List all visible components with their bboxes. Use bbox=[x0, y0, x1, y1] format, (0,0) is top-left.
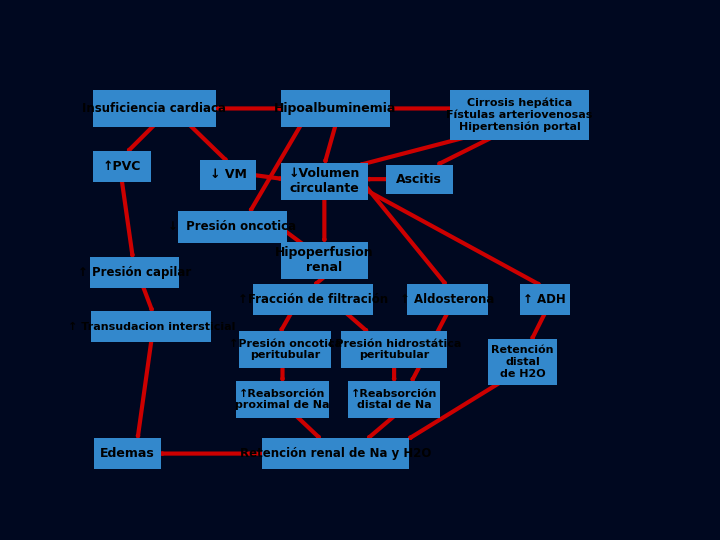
Text: Hipoperfusion
renal: Hipoperfusion renal bbox=[275, 246, 374, 274]
FancyBboxPatch shape bbox=[281, 90, 390, 127]
Text: ↓Volumen
circulante: ↓Volumen circulante bbox=[289, 167, 360, 195]
Text: ↑Reabsorción
proximal de Na: ↑Reabsorción proximal de Na bbox=[235, 389, 330, 410]
FancyBboxPatch shape bbox=[253, 284, 373, 315]
FancyBboxPatch shape bbox=[386, 165, 453, 194]
Text: Edemas: Edemas bbox=[100, 447, 155, 460]
FancyBboxPatch shape bbox=[178, 211, 287, 242]
Text: ↑ ADH: ↑ ADH bbox=[523, 293, 566, 306]
FancyBboxPatch shape bbox=[281, 163, 368, 200]
Text: ↑ Transudacion intersticial: ↑ Transudacion intersticial bbox=[68, 322, 235, 332]
Text: ↑ Presión capilar: ↑ Presión capilar bbox=[78, 266, 192, 279]
Text: ↑ Aldosterona: ↑ Aldosterona bbox=[400, 293, 495, 306]
FancyBboxPatch shape bbox=[92, 151, 151, 183]
FancyBboxPatch shape bbox=[348, 381, 440, 418]
Text: ↑Reabsorción
distal de Na: ↑Reabsorción distal de Na bbox=[351, 389, 437, 410]
Text: ↓Presión hidrostática
peritubular: ↓Presión hidrostática peritubular bbox=[326, 339, 462, 360]
Text: Ascitis: Ascitis bbox=[396, 173, 442, 186]
FancyBboxPatch shape bbox=[450, 90, 590, 140]
Text: ↑PVC: ↑PVC bbox=[103, 160, 141, 173]
Text: Retención
distal
de H2O: Retención distal de H2O bbox=[491, 346, 554, 379]
Text: ↓  Presión oncotica: ↓ Presión oncotica bbox=[168, 220, 297, 233]
FancyBboxPatch shape bbox=[520, 284, 570, 315]
FancyBboxPatch shape bbox=[341, 331, 447, 368]
FancyBboxPatch shape bbox=[487, 339, 557, 385]
Text: ↓ VM: ↓ VM bbox=[210, 168, 247, 181]
Text: ↑Fracción de filtración: ↑Fracción de filtración bbox=[238, 293, 388, 306]
FancyBboxPatch shape bbox=[236, 381, 328, 418]
Text: Retención renal de Na y H2O: Retención renal de Na y H2O bbox=[240, 447, 431, 460]
FancyBboxPatch shape bbox=[407, 284, 487, 315]
FancyBboxPatch shape bbox=[90, 257, 179, 288]
FancyBboxPatch shape bbox=[94, 438, 161, 469]
Text: Insuficiencia cardiaca: Insuficiencia cardiaca bbox=[82, 102, 226, 115]
FancyBboxPatch shape bbox=[93, 90, 215, 127]
FancyBboxPatch shape bbox=[261, 438, 410, 469]
FancyBboxPatch shape bbox=[91, 311, 212, 342]
Text: Hipoalbuminemia: Hipoalbuminemia bbox=[274, 102, 397, 115]
FancyBboxPatch shape bbox=[200, 160, 256, 190]
Text: ↑Presión oncotica
peritubular: ↑Presión oncotica peritubular bbox=[229, 339, 342, 360]
Text: Cirrosis hepática
Fístulas arteriovenosas
Hipertensión portal: Cirrosis hepática Fístulas arteriovenosa… bbox=[446, 98, 593, 132]
FancyBboxPatch shape bbox=[281, 241, 368, 279]
FancyBboxPatch shape bbox=[239, 331, 331, 368]
